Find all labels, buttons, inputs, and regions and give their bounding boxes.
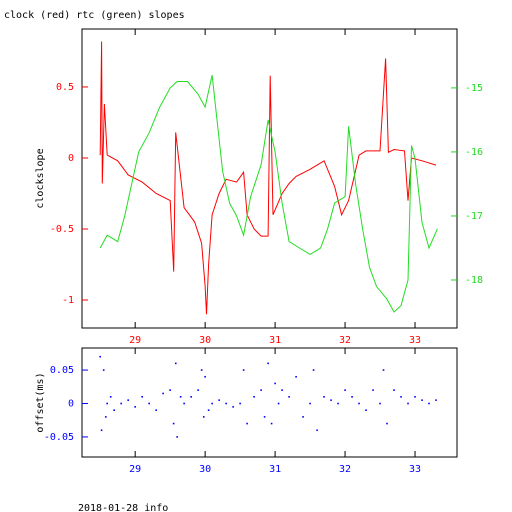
y-axis-label: clockslope [35, 148, 46, 208]
x-tick-label: 30 [199, 464, 211, 475]
point [162, 392, 164, 395]
point [379, 402, 381, 405]
x-tick-label: 32 [339, 464, 351, 475]
y-tick-label: -0.05 [44, 432, 74, 443]
point [400, 396, 402, 398]
point [302, 416, 304, 418]
point [295, 375, 297, 378]
point [351, 396, 353, 398]
point [421, 399, 423, 401]
y-tick-label: 0 [68, 399, 74, 410]
point [202, 416, 205, 418]
point [242, 369, 245, 371]
point [169, 389, 171, 391]
x-tick-label: 29 [129, 464, 141, 475]
point [134, 406, 136, 408]
point [211, 402, 213, 405]
point [277, 402, 280, 405]
point [176, 436, 178, 438]
point [174, 362, 177, 365]
point [102, 369, 105, 371]
point [330, 399, 332, 401]
point [100, 429, 103, 432]
point [337, 402, 339, 405]
y-axis-label: offset(ms) [35, 372, 46, 432]
point [393, 389, 395, 391]
y-tick-label: -1 [62, 295, 74, 306]
point [197, 389, 199, 391]
point [386, 422, 388, 425]
point [183, 402, 185, 405]
point [106, 402, 108, 405]
point [274, 382, 276, 385]
x-tick-label: 33 [409, 464, 421, 475]
x-tick-label: 30 [199, 335, 211, 346]
y-tick-label: 0.05 [50, 365, 74, 376]
point [309, 402, 311, 405]
footer: 2018-01-28 info [78, 503, 168, 512]
y-tick-label: 0.5 [56, 82, 74, 93]
point [267, 362, 269, 365]
y2-tick-label: -15 [465, 83, 483, 94]
y-tick-label: 0 [68, 153, 74, 164]
y2-tick-label: -17 [465, 211, 483, 222]
point [120, 402, 122, 405]
point [172, 422, 175, 425]
point [344, 389, 346, 391]
x-tick-label: 32 [339, 335, 351, 346]
point [253, 396, 255, 398]
point [204, 375, 206, 378]
point [382, 369, 385, 371]
plot-frame [81, 28, 458, 329]
point [358, 402, 360, 405]
point [428, 402, 430, 405]
point [260, 389, 262, 391]
point [109, 396, 112, 398]
point [239, 402, 241, 405]
point [407, 402, 409, 405]
point [263, 416, 266, 418]
x-tick-label: 31 [269, 335, 281, 346]
point [218, 399, 220, 401]
point [179, 396, 182, 398]
point [141, 396, 143, 398]
x-tick-label: 33 [409, 335, 421, 346]
series-line [99, 74, 438, 313]
point [372, 389, 374, 391]
point [155, 409, 157, 411]
point [435, 399, 437, 401]
point [365, 409, 367, 411]
point [246, 422, 248, 425]
point [312, 369, 315, 371]
point [323, 396, 325, 398]
point [127, 399, 129, 401]
point [207, 409, 210, 411]
point [225, 402, 227, 405]
plot-frame [81, 347, 458, 458]
x-tick-label: 31 [269, 464, 281, 475]
series-line [99, 41, 437, 315]
y2-tick-label: -16 [465, 147, 483, 158]
chart-title: clock (red) rtc (green) slopes [4, 10, 185, 21]
point [232, 406, 234, 408]
point [316, 429, 318, 432]
point [190, 396, 192, 398]
point [148, 402, 150, 405]
point [104, 416, 107, 418]
point [99, 355, 101, 358]
x-tick-label: 29 [129, 335, 141, 346]
y2-tick-label: -18 [465, 275, 483, 286]
point [414, 396, 416, 398]
y-tick-label: -0.5 [50, 224, 74, 235]
point [281, 389, 283, 391]
point [288, 396, 290, 398]
point [270, 422, 273, 425]
point [113, 409, 115, 411]
point [200, 369, 203, 371]
